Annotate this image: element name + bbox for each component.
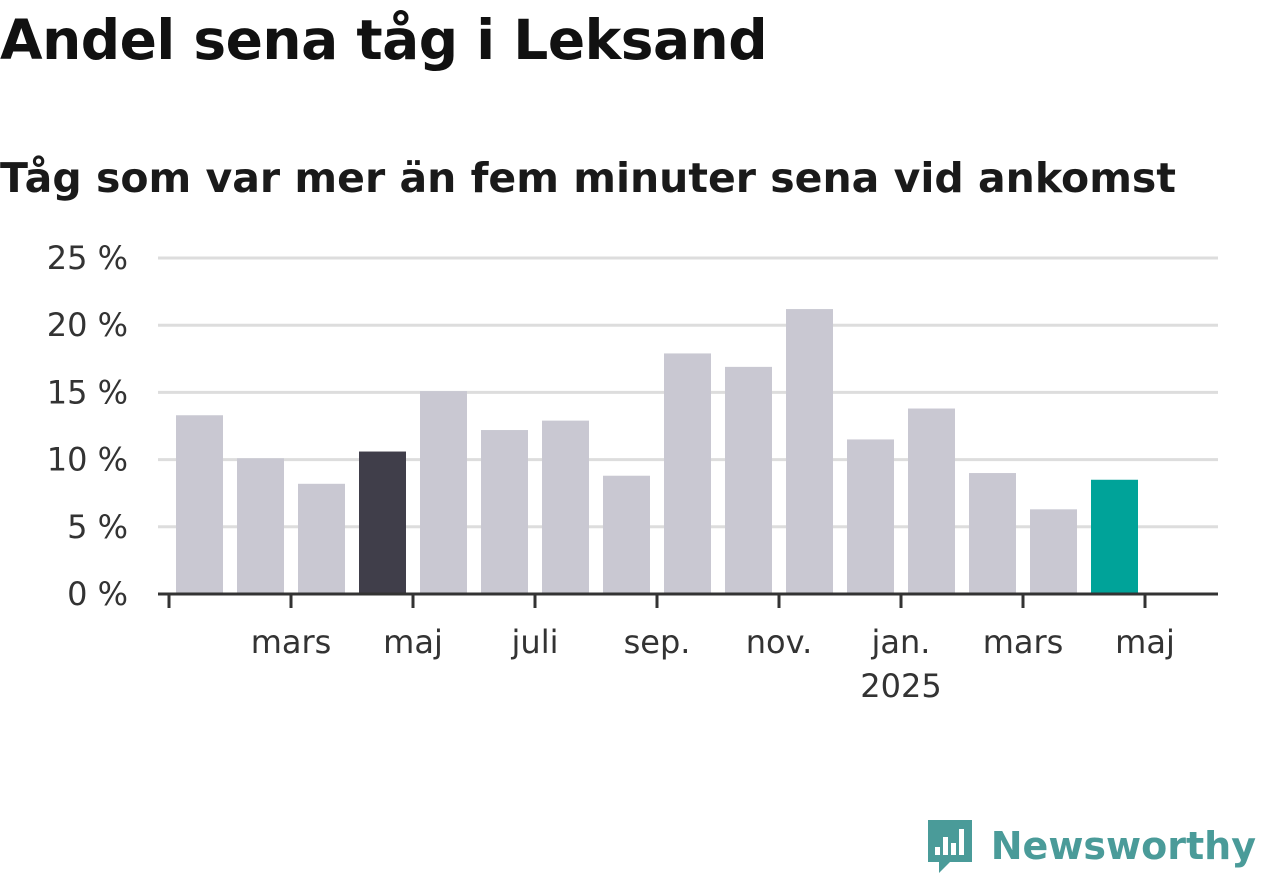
bar [725,366,772,594]
y-tick-label: 15 % [47,373,128,411]
bar [420,391,467,594]
bar [1091,479,1138,594]
bar [664,353,711,594]
x-tick-label: mars [983,623,1064,661]
x-tick-label: maj [1115,623,1175,661]
x-tick-label: nov. [746,623,812,661]
y-tick-label: 0 % [67,575,128,613]
bar [542,420,589,594]
x-tick-label: sep. [624,623,691,661]
bar [969,473,1016,594]
y-axis-ticks: 0 % 5 % 10 % 15 % 20 % 25 % [47,239,128,613]
x-tick-label: juli [511,623,559,661]
bar [1030,509,1077,594]
x-axis-ticks: mars maj juli sep. nov. jan. 2025 mars maj [251,623,1175,705]
x-tick-label: mars [251,623,332,661]
bar [237,458,284,594]
y-tick-label: 5 % [67,508,128,546]
bar [481,430,528,594]
bar [908,408,955,594]
bar [176,415,223,594]
logo-text: Newsworthy [990,824,1256,868]
bar [603,475,650,594]
chart-subtitle: Tåg som var mer än fem minuter sena vid … [0,154,1176,202]
bar [298,483,345,594]
x-tick-sublabel: 2025 [860,667,941,705]
logo-mark-icon [927,820,972,873]
x-tick-label: maj [383,623,443,661]
x-tick-label: jan. [871,623,931,661]
y-tick-label: 25 % [47,239,128,277]
bar [847,439,894,594]
bars [176,309,1138,594]
bar [359,451,406,594]
y-tick-label: 20 % [47,306,128,344]
bar [786,309,833,594]
newsworthy-logo: Newsworthy [925,817,1256,875]
x-axis [158,592,1218,608]
chart-title: Andel sena tåg i Leksand [0,8,768,72]
y-tick-label: 10 % [47,441,128,479]
